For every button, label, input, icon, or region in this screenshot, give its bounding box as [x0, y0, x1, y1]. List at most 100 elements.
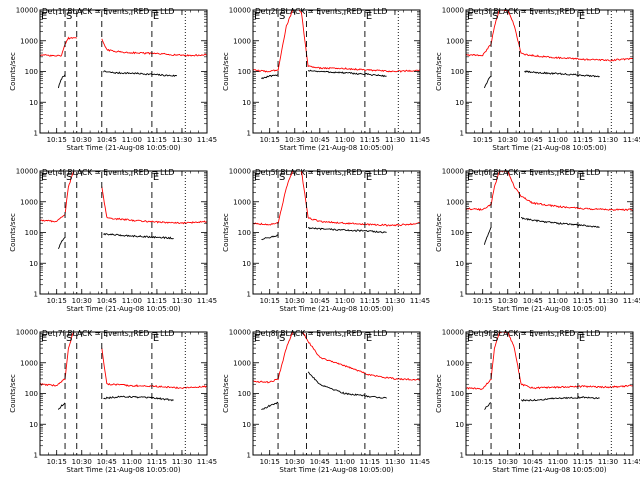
events-series-line — [483, 226, 492, 245]
x-tick-label: 11:45 — [410, 458, 430, 466]
y-axis-label: Counts/sec — [9, 374, 17, 413]
end-marker-label: E — [153, 172, 159, 183]
saa-marker-label: S — [492, 333, 498, 344]
end-marker-label: E — [153, 11, 159, 22]
lld-series-line — [101, 347, 207, 390]
y-tick-label: 1000 — [446, 198, 464, 206]
x-tick-label: 11:45 — [410, 136, 430, 144]
y-tick-label: 1000 — [446, 359, 464, 367]
x-tick-label: 11:15 — [573, 136, 593, 144]
lld-series-line — [101, 38, 207, 57]
y-tick-label: 100 — [25, 390, 38, 398]
x-tick-label: 11:30 — [172, 458, 192, 466]
events-series-line — [261, 74, 279, 80]
y-tick-label: 1 — [34, 291, 38, 299]
y-axis-label: Counts/sec — [222, 52, 230, 91]
y-tick-label: 100 — [451, 68, 464, 76]
events-series-line — [483, 75, 492, 89]
start-marker-label: E — [254, 333, 260, 344]
end-marker-label: E — [579, 11, 585, 22]
end-marker-label: E — [366, 172, 372, 183]
x-tick-label: 11:00 — [548, 458, 568, 466]
y-tick-label: 100 — [25, 229, 38, 237]
x-tick-label: 10:15 — [47, 136, 67, 144]
events-series-line — [57, 74, 66, 89]
events-series-line — [261, 401, 279, 411]
y-tick-label: 10 — [29, 260, 38, 268]
y-tick-label: 10000 — [442, 329, 464, 337]
panel-title: Det 4f BLACK = Events, RED = LLD — [42, 168, 175, 177]
saa-marker-label: S — [492, 11, 498, 22]
x-axis-label: Start Time (21-Aug-08 10:05:00) — [66, 144, 180, 152]
y-tick-label: 10000 — [16, 168, 38, 176]
y-axis-label: Counts/sec — [9, 213, 17, 252]
end-marker-label: E — [366, 333, 372, 344]
lld-series-line — [466, 10, 633, 62]
x-axis-label: Start Time (21-Aug-08 10:05:00) — [492, 466, 606, 474]
x-tick-label: 11:00 — [122, 136, 142, 144]
x-tick-label: 10:45 — [97, 136, 117, 144]
x-tick-label: 11:00 — [122, 297, 142, 305]
y-tick-label: 10 — [242, 260, 251, 268]
lld-series-line — [466, 332, 633, 391]
panel-title: Det 6f BLACK = Events, RED = LLD — [468, 168, 601, 177]
x-tick-label: 11:15 — [147, 136, 167, 144]
events-series-line — [524, 70, 600, 78]
plot-area — [466, 171, 633, 245]
x-tick-label: 11:30 — [598, 297, 618, 305]
x-tick-label: 11:00 — [122, 458, 142, 466]
y-tick-label: 1 — [247, 130, 251, 138]
x-tick-label: 10:45 — [97, 458, 117, 466]
y-tick-label: 1000 — [20, 37, 38, 45]
x-tick-label: 11:45 — [623, 458, 640, 466]
y-tick-label: 1000 — [233, 198, 251, 206]
x-tick-label: 11:00 — [335, 458, 355, 466]
y-tick-label: 10 — [455, 99, 464, 107]
saa-marker-label: S — [492, 172, 498, 183]
x-axis-label: Start Time (21-Aug-08 10:05:00) — [66, 466, 180, 474]
y-tick-label: 1000 — [446, 37, 464, 45]
x-axis-label: Start Time (21-Aug-08 10:05:00) — [279, 305, 393, 313]
x-tick-label: 11:15 — [147, 458, 167, 466]
x-tick-label: 10:15 — [260, 136, 280, 144]
y-tick-label: 100 — [451, 229, 464, 237]
lld-series-line — [40, 332, 77, 387]
lld-series-line — [253, 10, 420, 73]
x-tick-label: 11:00 — [335, 136, 355, 144]
x-tick-label: 10:15 — [260, 458, 280, 466]
x-axis-label: Start Time (21-Aug-08 10:05:00) — [279, 144, 393, 152]
x-axis-label: Start Time (21-Aug-08 10:05:00) — [492, 144, 606, 152]
y-tick-label: 1 — [460, 291, 464, 299]
events-series-line — [307, 371, 387, 399]
y-axis-label: Counts/sec — [435, 374, 443, 413]
x-tick-label: 10:15 — [473, 136, 493, 144]
y-tick-label: 1000 — [233, 37, 251, 45]
x-tick-label: 10:45 — [310, 297, 330, 305]
lld-series-line — [466, 171, 633, 212]
y-tick-label: 10 — [242, 99, 251, 107]
saa-marker-label: S — [279, 172, 285, 183]
saa-marker-label: S — [66, 172, 72, 183]
panel-title: Det 7f BLACK = Events, RED = LLD — [42, 329, 175, 338]
y-tick-label: 100 — [238, 68, 251, 76]
x-tick-label: 11:15 — [360, 136, 380, 144]
y-tick-label: 1 — [460, 452, 464, 460]
y-tick-label: 1 — [247, 291, 251, 299]
x-tick-label: 11:00 — [335, 297, 355, 305]
end-marker-label: E — [366, 11, 372, 22]
lld-series-line — [40, 36, 77, 57]
y-tick-label: 1000 — [20, 359, 38, 367]
x-tick-label: 11:15 — [147, 297, 167, 305]
lld-series-line — [101, 186, 207, 225]
x-tick-label: 10:30 — [285, 136, 305, 144]
y-tick-label: 100 — [25, 68, 38, 76]
y-tick-label: 1 — [460, 130, 464, 138]
y-tick-label: 1000 — [233, 359, 251, 367]
x-tick-label: 10:30 — [498, 458, 518, 466]
panel-title: Det 3f BLACK = Events, RED = LLD — [468, 7, 601, 16]
y-axis-label: Counts/sec — [435, 213, 443, 252]
y-tick-label: 10000 — [442, 7, 464, 15]
